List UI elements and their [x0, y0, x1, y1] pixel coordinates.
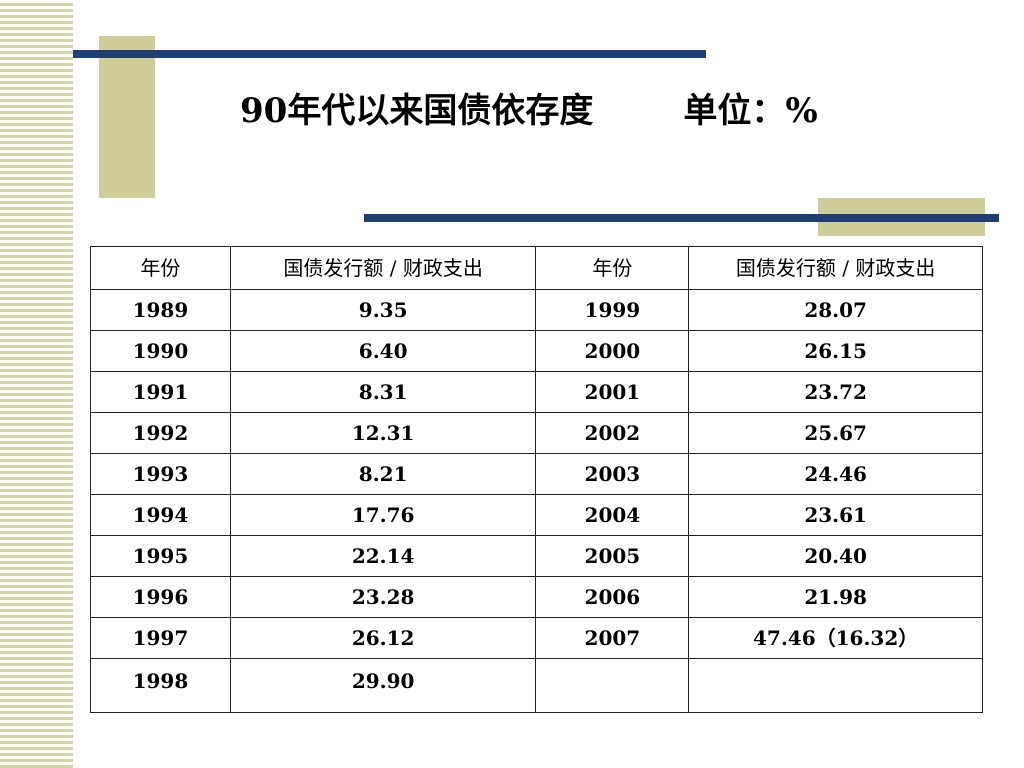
header-ratio-1: 国债发行额 / 财政支出 [229, 246, 537, 290]
cell-ratio: 8.21 [229, 453, 537, 495]
decorative-line-top [73, 50, 706, 58]
cell-year: 1994 [90, 494, 231, 536]
table-row: 1993 8.21 2003 24.46 [90, 453, 983, 495]
table-row: 1996 23.28 2006 21.98 [90, 576, 983, 618]
table-row: 1994 17.76 2004 23.61 [90, 494, 983, 536]
cell-ratio: 29.90 [229, 658, 537, 713]
cell-year: 2003 [535, 453, 690, 495]
cell-ratio: 22.14 [229, 535, 537, 577]
cell-year: 2007 [535, 617, 690, 659]
cell-ratio: 28.07 [688, 289, 983, 331]
cell-year: 1997 [90, 617, 231, 659]
cell-year: 1998 [90, 658, 231, 713]
debt-dependency-table: 年份 国债发行额 / 财政支出 年份 国债发行额 / 财政支出 1989 9.3… [90, 246, 983, 713]
cell-year: 1995 [90, 535, 231, 577]
cell-ratio: 8.31 [229, 371, 537, 413]
decorative-block-top [99, 36, 155, 198]
cell-ratio: 23.61 [688, 494, 983, 536]
unit-label: 单位：% [683, 91, 818, 131]
header-ratio-2: 国债发行额 / 财政支出 [688, 246, 983, 290]
cell-ratio: 17.76 [229, 494, 537, 536]
cell-ratio: 21.98 [688, 576, 983, 618]
cell-year: 1991 [90, 371, 231, 413]
table-row: 1991 8.31 2001 23.72 [90, 371, 983, 413]
cell-year: 1993 [90, 453, 231, 495]
cell-year: 2005 [535, 535, 690, 577]
cell-ratio: 12.31 [229, 412, 537, 454]
table-row: 1997 26.12 2007 47.46（16.32） [90, 617, 983, 659]
table-row: 1989 9.35 1999 28.07 [90, 289, 983, 331]
cell-ratio: 25.67 [688, 412, 983, 454]
cell-ratio: 23.72 [688, 371, 983, 413]
cell-ratio: 23.28 [229, 576, 537, 618]
header-year-1: 年份 [90, 246, 231, 290]
cell-ratio: 24.46 [688, 453, 983, 495]
cell-year: 2001 [535, 371, 690, 413]
cell-ratio: 9.35 [229, 289, 537, 331]
cell-year: 2000 [535, 330, 690, 372]
cell-ratio: 26.15 [688, 330, 983, 372]
slide-title: 90年代以来国债依存度 单位：% [240, 88, 818, 134]
cell-year: 1999 [535, 289, 690, 331]
cell-year [535, 658, 690, 713]
cell-ratio: 26.12 [229, 617, 537, 659]
cell-year: 2004 [535, 494, 690, 536]
table-header-row: 年份 国债发行额 / 财政支出 年份 国债发行额 / 财政支出 [90, 246, 983, 290]
cell-ratio: 6.40 [229, 330, 537, 372]
decorative-line-bottom [364, 214, 999, 222]
cell-year: 1996 [90, 576, 231, 618]
table-row: 1992 12.31 2002 25.67 [90, 412, 983, 454]
table-row: 1998 29.90 [90, 658, 983, 713]
cell-ratio [688, 658, 983, 713]
cell-ratio: 47.46（16.32） [688, 617, 983, 659]
cell-year: 2006 [535, 576, 690, 618]
cell-year: 2002 [535, 412, 690, 454]
table-row: 1995 22.14 2005 20.40 [90, 535, 983, 577]
cell-year: 1989 [90, 289, 231, 331]
header-year-2: 年份 [535, 246, 690, 290]
title-text: 90年代以来国债依存度 [240, 91, 594, 131]
cell-year: 1990 [90, 330, 231, 372]
table-row: 1990 6.40 2000 26.15 [90, 330, 983, 372]
decorative-stripes [0, 0, 73, 768]
cell-ratio: 20.40 [688, 535, 983, 577]
cell-year: 1992 [90, 412, 231, 454]
